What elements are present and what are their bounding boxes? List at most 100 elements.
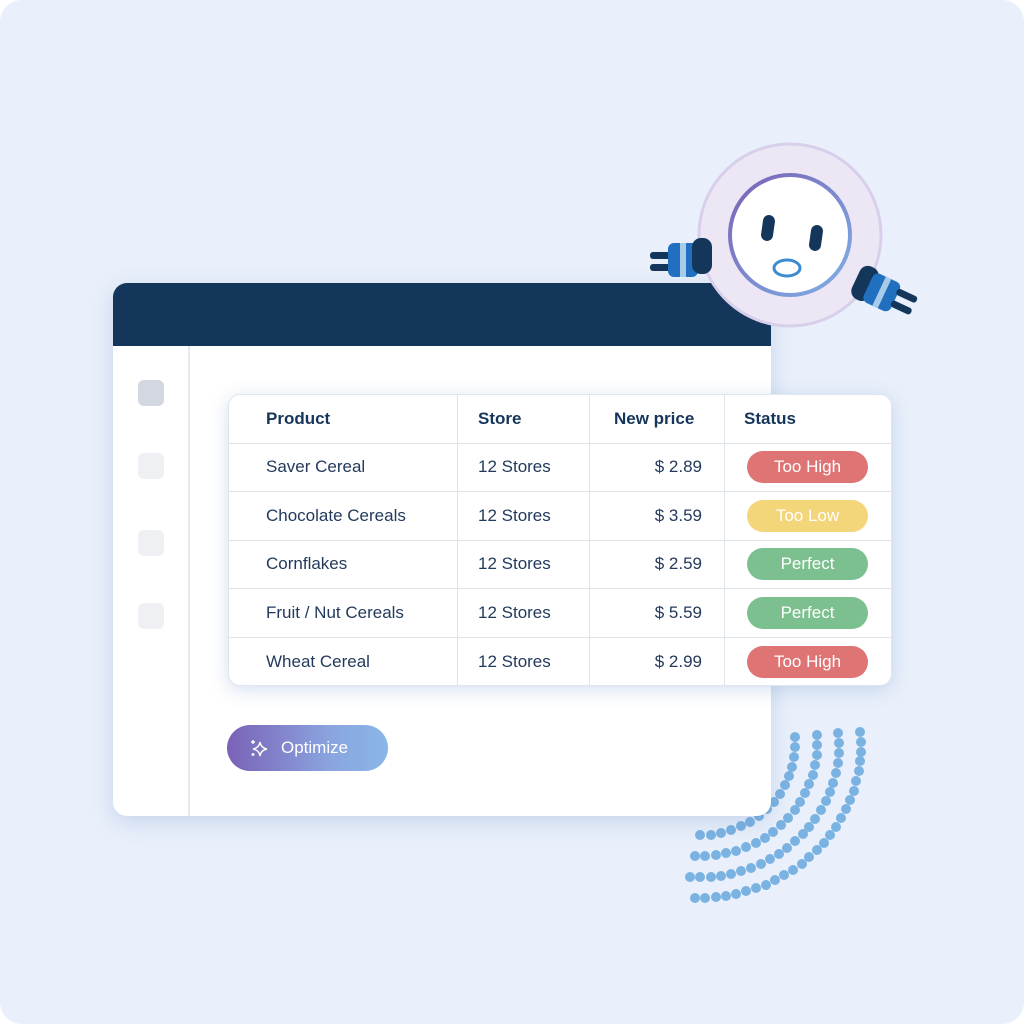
dot [700,851,711,862]
dot [775,820,786,831]
table-row[interactable]: Fruit / Nut Cereals 12 Stores $ 5.59 Per… [229,589,891,638]
dot [853,766,864,777]
dot [731,845,742,856]
header-product: Product [229,395,458,443]
dot [804,779,815,790]
dot [820,796,831,807]
price-cell: $ 2.59 [590,540,725,588]
dot [795,797,806,808]
table-header: Product Store New price Status [229,395,891,444]
product-cell: Chocolate Cereals [229,492,458,540]
dot [789,742,800,753]
status-badge: Too Low [747,499,868,532]
dot [684,871,695,882]
price-cell: $ 2.89 [590,443,725,491]
product-cell: Fruit / Nut Cereals [229,589,458,637]
dot [855,736,866,747]
store-cell: 12 Stores [458,637,590,685]
store-cell: 12 Stores [458,443,590,491]
table-row[interactable]: Cornflakes 12 Stores $ 2.59 Perfect [229,540,891,589]
price-cell: $ 2.99 [590,637,725,685]
dot [695,830,706,841]
dot [746,862,757,873]
dot [736,866,747,877]
dot [710,850,721,861]
dot [807,769,818,780]
dot [759,832,770,843]
dot [705,871,716,882]
header-new-price: New price [590,395,725,443]
status-cell: Too High [725,444,891,492]
dot [810,760,821,771]
dot [726,868,737,879]
dot [745,816,756,827]
optimize-button[interactable]: Optimize [227,725,388,771]
dot [851,776,862,787]
table-row[interactable]: Chocolate Cereals 12 Stores $ 3.59 Too L… [229,492,891,541]
dot [841,804,852,815]
dot [811,730,822,741]
sidebar-item[interactable] [138,380,164,406]
dot [848,785,859,796]
dot [782,842,793,853]
dot [767,826,778,837]
dot [768,797,779,808]
dot [783,813,794,824]
price-cell: $ 5.59 [590,589,725,637]
store-cell: 12 Stores [458,492,590,540]
dot [690,851,701,862]
table-row[interactable]: Saver Cereal 12 Stores $ 2.89 Too High [229,443,891,492]
dot [751,883,762,894]
dot [774,789,785,799]
dot [815,805,826,816]
dot [789,732,800,743]
dot [811,750,822,761]
dot [779,870,790,881]
dot [731,889,742,900]
dot [825,829,836,840]
sidebar-item[interactable] [138,603,164,629]
dot [790,836,801,847]
status-badge: Perfect [747,596,868,629]
status-badge: Too High [747,451,868,484]
store-cell: 12 Stores [458,540,590,588]
dot [811,740,822,751]
dot [787,761,798,772]
dot [705,829,716,840]
dot [804,852,815,863]
dot [788,864,799,875]
status-cell: Perfect [725,541,891,589]
dot [797,829,808,840]
status-cell: Too Low [725,492,891,540]
status-cell: Perfect [725,589,891,637]
dot [773,848,784,859]
dot [770,875,781,886]
dot [716,827,727,838]
header-store: Store [458,395,590,443]
table-row[interactable]: Wheat Cereal 12 Stores $ 2.99 Too High [229,637,891,685]
optimize-label: Optimize [281,738,349,757]
pricing-table: Product Store New price Status Saver Cer… [228,394,892,686]
dot [765,854,776,865]
dot [855,726,866,737]
dot [784,771,795,782]
dot [811,845,822,856]
dot [832,758,843,769]
status-badge: Too High [747,645,868,678]
product-cell: Wheat Cereal [229,637,458,685]
robot-mascot [650,142,918,328]
sparkles-icon [251,740,268,757]
sidebar-item[interactable] [138,453,164,479]
dot [726,825,737,836]
dot [828,777,839,788]
sidebar-divider [188,346,190,816]
dot [721,848,732,859]
dot [830,768,841,779]
dot [715,870,726,881]
dot [720,890,731,901]
dot [818,837,829,848]
dot [833,728,844,739]
sidebar-item[interactable] [138,530,164,556]
store-cell: 12 Stores [458,589,590,637]
dot [750,837,761,848]
